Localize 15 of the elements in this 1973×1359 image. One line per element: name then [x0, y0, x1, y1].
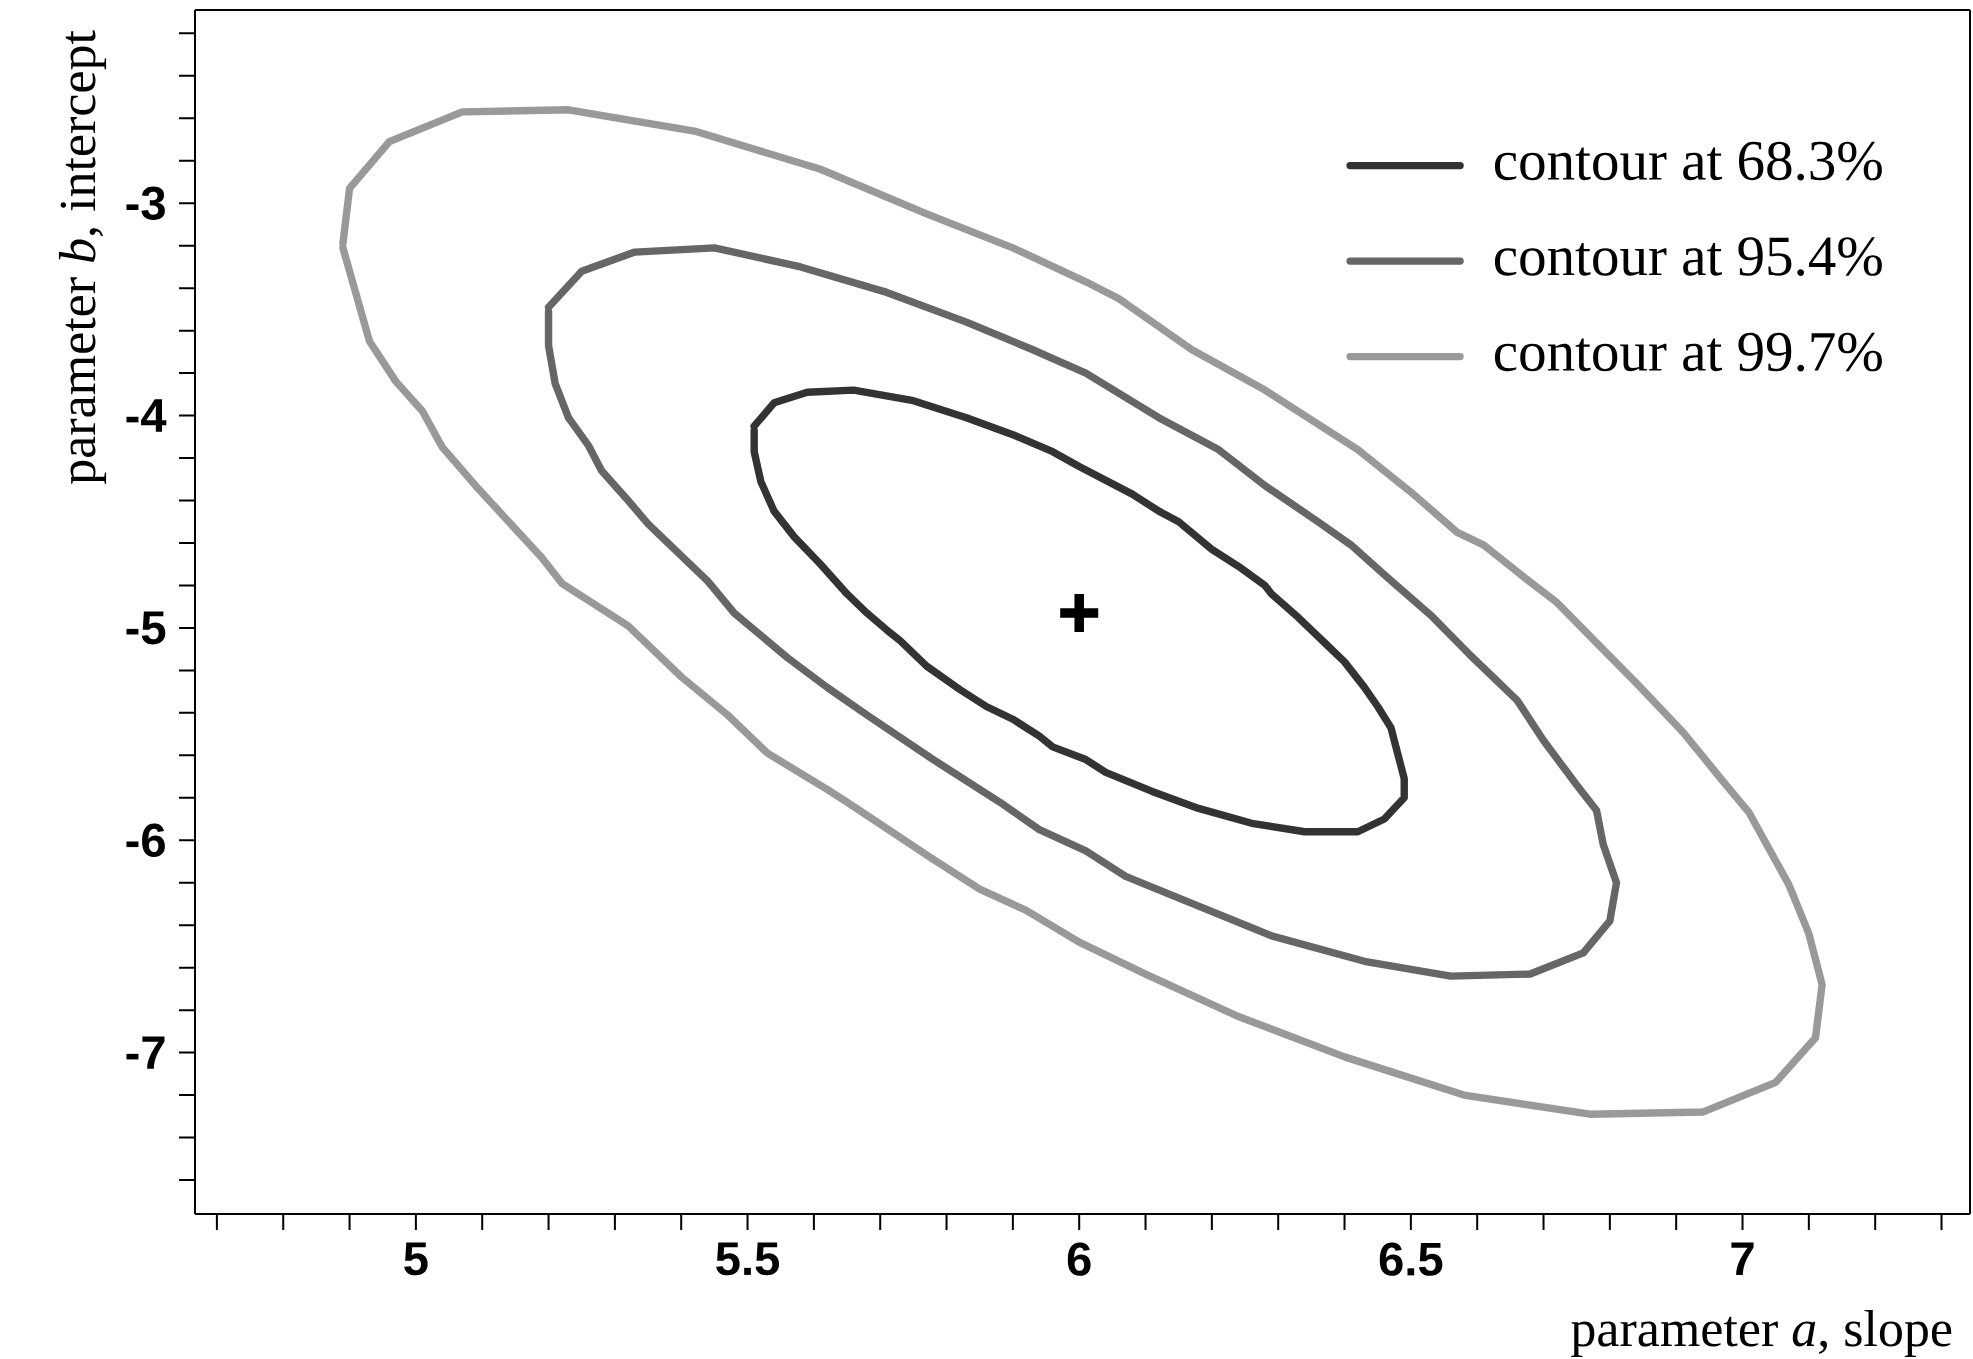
legend-label: contour at 99.7%	[1494, 332, 1882, 372]
x-tick-label: 5.5	[716, 1242, 780, 1276]
legend-label: contour at 95.4%	[1494, 237, 1882, 276]
x-tick-label: 5	[404, 1242, 428, 1276]
legend-label: contour at 68.3%	[1494, 141, 1882, 181]
y-tick-label: -3	[126, 186, 165, 220]
x-axis-title: parameter a, slope	[1571, 1309, 1952, 1358]
x-tick-label: 6	[1067, 1242, 1091, 1276]
x-tick-label: 7	[1731, 1242, 1754, 1275]
y-tick-label: -7	[126, 1036, 165, 1069]
x-tick-label: 6.5	[1379, 1242, 1443, 1276]
y-tick-label: -5	[126, 611, 166, 645]
y-tick-label: -6	[126, 823, 165, 857]
y-tick-label: -4	[126, 399, 167, 432]
y-axis-title: parameter b, intercept	[58, 30, 107, 484]
